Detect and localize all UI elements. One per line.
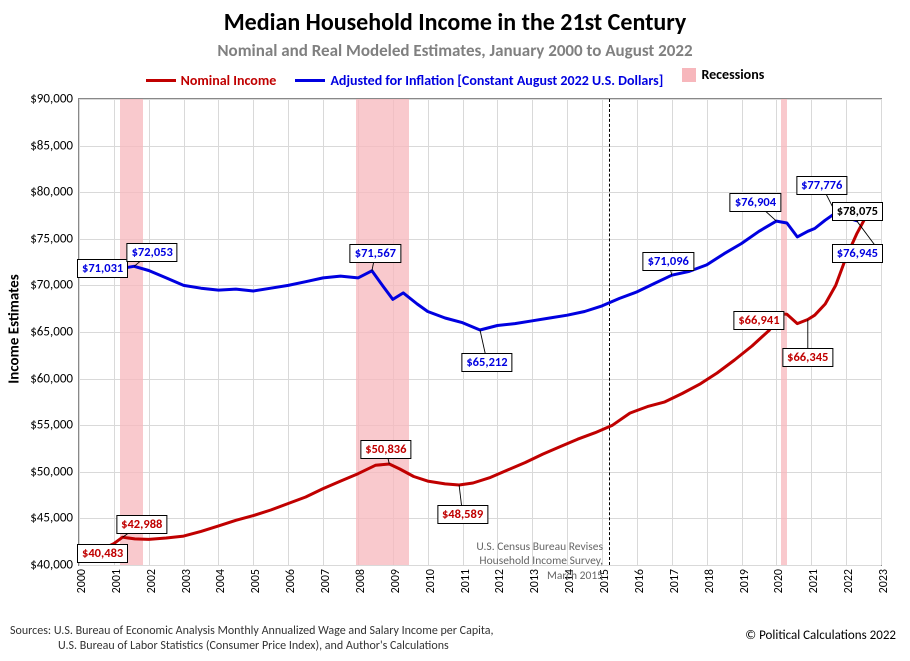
legend-item-real: Adjusted for Inflation [Constant August … xyxy=(295,72,663,89)
callout-label: $48,589 xyxy=(437,505,488,524)
y-tick-label: $55,000 xyxy=(30,418,73,433)
y-tick-label: $40,000 xyxy=(30,558,73,573)
callout-label: $77,776 xyxy=(796,176,847,195)
y-axis-title: Income Estimates xyxy=(6,274,24,383)
x-tick-label: 2021 xyxy=(807,569,821,593)
legend-item-recession: Recessions xyxy=(682,66,764,83)
y-tick-label: $80,000 xyxy=(30,185,73,200)
y-tick-label: $50,000 xyxy=(30,464,73,479)
x-tick-label: 2005 xyxy=(249,569,263,593)
legend-item-nominal: Nominal Income xyxy=(146,72,277,89)
x-tick-label: 2006 xyxy=(284,569,298,593)
chart-container: Median Household Income in the 21st Cent… xyxy=(0,0,910,661)
chart-subtitle: Nominal and Real Modeled Estimates, Janu… xyxy=(0,40,910,61)
x-tick-label: 2023 xyxy=(877,569,891,593)
callout-label: $66,941 xyxy=(733,311,784,330)
legend-label-real: Adjusted for Inflation [Constant August … xyxy=(330,72,663,89)
x-tick-label: 2017 xyxy=(668,569,682,593)
legend: Nominal Income Adjusted for Inflation [C… xyxy=(0,66,910,89)
callout-label: $76,904 xyxy=(730,193,781,212)
x-tick-label: 2016 xyxy=(633,569,647,593)
callout-label: $78,075 xyxy=(832,202,883,221)
callout-label: $71,031 xyxy=(77,259,128,278)
y-tick-label: $65,000 xyxy=(30,325,73,340)
x-tick-label: 2018 xyxy=(703,569,717,593)
source-attribution: Sources: U.S. Bureau of Economic Analysi… xyxy=(10,624,494,655)
chart-title: Median Household Income in the 21st Cent… xyxy=(0,8,910,37)
legend-swatch-real xyxy=(295,79,325,82)
callout-label: $66,345 xyxy=(782,348,833,367)
callout-label: $40,483 xyxy=(77,544,128,563)
y-tick-label: $60,000 xyxy=(30,371,73,386)
x-tick-label: 2007 xyxy=(319,569,333,593)
source-line-2: U.S. Bureau of Labor Statistics (Consume… xyxy=(10,639,494,655)
legend-swatch-nominal xyxy=(146,79,176,82)
x-tick-label: 2009 xyxy=(389,569,403,593)
legend-label-recession: Recessions xyxy=(701,66,764,83)
gridline-v xyxy=(881,99,882,565)
x-tick-label: 2004 xyxy=(214,569,228,593)
x-tick-label: 2001 xyxy=(110,569,124,593)
y-tick-label: $90,000 xyxy=(30,92,73,107)
copyright: © Political Calculations 2022 xyxy=(745,628,896,643)
x-tick-label: 2020 xyxy=(772,569,786,593)
x-tick-label: 2010 xyxy=(424,569,438,593)
source-line-1: Sources: U.S. Bureau of Economic Analysi… xyxy=(10,624,494,640)
y-tick-label: $45,000 xyxy=(30,511,73,526)
callout-label: $71,096 xyxy=(643,252,694,271)
callout-label: $76,945 xyxy=(832,244,883,263)
plot-area: $40,000$45,000$50,000$55,000$60,000$65,0… xyxy=(78,98,882,566)
legend-swatch-recession xyxy=(682,68,696,82)
callout-label: $50,836 xyxy=(360,440,411,459)
callout-label: $42,988 xyxy=(116,515,167,534)
x-tick-label: 2000 xyxy=(75,569,89,593)
y-tick-label: $70,000 xyxy=(30,278,73,293)
legend-label-nominal: Nominal Income xyxy=(181,72,277,89)
callout-label: $65,212 xyxy=(461,353,512,372)
series-layer xyxy=(79,99,881,565)
x-tick-label: 2003 xyxy=(180,569,194,593)
callout-label: $71,567 xyxy=(350,244,401,263)
y-tick-label: $75,000 xyxy=(30,231,73,246)
x-tick-label: 2008 xyxy=(354,569,368,593)
x-tick-label: 2019 xyxy=(738,569,752,593)
x-tick-label: 2022 xyxy=(842,569,856,593)
callout-label: $72,053 xyxy=(127,243,178,262)
y-tick-label: $85,000 xyxy=(30,138,73,153)
x-tick-label: 2002 xyxy=(145,569,159,593)
